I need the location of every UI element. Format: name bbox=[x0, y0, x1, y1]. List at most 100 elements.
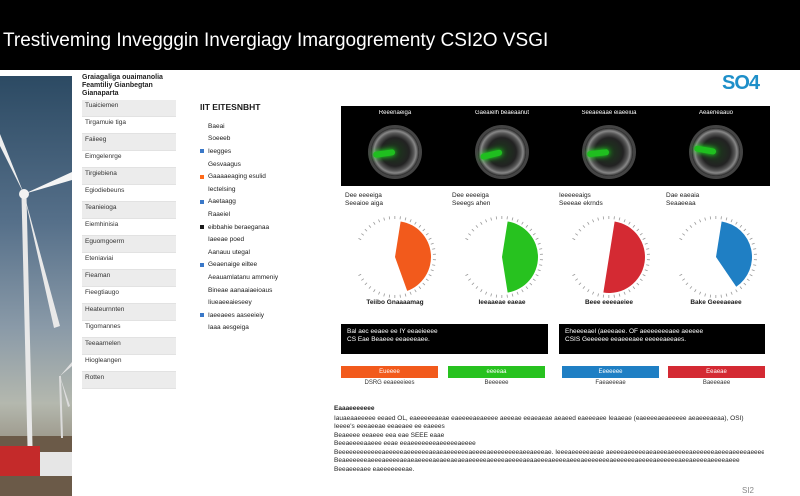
pie-tick bbox=[679, 273, 683, 276]
sidebar-item[interactable]: Fieaman bbox=[82, 270, 176, 287]
key-item: Aeauamlatanu ammeniy bbox=[200, 271, 320, 284]
pie-tick bbox=[746, 278, 750, 282]
info-bar-text: CSIS Geeeeee eeaeeeaee eeeeeaeeaes. bbox=[565, 336, 687, 343]
title-bar: Trestiveming Invegggin Invergiagy Imargo… bbox=[0, 0, 800, 70]
sidebar-item[interactable]: Eteniaviai bbox=[82, 253, 176, 270]
pie-tick bbox=[361, 233, 365, 236]
gauge-sub-line: Dee eeeeiga bbox=[345, 192, 382, 199]
pie-tick bbox=[753, 248, 757, 250]
sidebar-item[interactable]: Tuaiciemen bbox=[82, 100, 176, 117]
pie-tick bbox=[373, 221, 376, 225]
sidebar-item[interactable]: Eimgelenrge bbox=[82, 151, 176, 168]
pie-tick bbox=[490, 217, 492, 221]
wind-turbine-illustration bbox=[0, 134, 72, 496]
sidebar-item[interactable]: Fieegtiaugo bbox=[82, 287, 176, 304]
sidebar-item[interactable]: Eguomgoerrn bbox=[82, 236, 176, 253]
pie-chart bbox=[358, 215, 436, 298]
gauge-sub-line: Seeaioe aiga bbox=[345, 200, 383, 207]
notes-line: Beaeeeeeeaeeeaeeeeaeaeaeeeeaeaeeaeaeaeee… bbox=[334, 457, 740, 464]
key-item: Baeai bbox=[200, 120, 320, 133]
key-bullet-icon bbox=[200, 162, 204, 167]
pie-tick bbox=[485, 219, 488, 223]
pie-tick bbox=[471, 228, 475, 232]
info-bar-text: CS Eae Beaeee eeaeeeaee. bbox=[347, 336, 430, 343]
gauge-display: Reeenaeiga bbox=[341, 106, 449, 186]
pie-tick bbox=[465, 238, 469, 241]
pie-tick bbox=[749, 274, 753, 277]
key-item-label: Ieegges bbox=[208, 147, 232, 155]
sidebar-item[interactable]: Tirgamuie tiga bbox=[82, 117, 176, 134]
pie-tick bbox=[689, 286, 693, 289]
sidebar-item[interactable]: Tigomannes bbox=[82, 321, 176, 338]
gauge-caption: Teiibo Gnaaaamag bbox=[366, 299, 424, 306]
pie-slice bbox=[502, 221, 538, 293]
sidebar-item[interactable]: Faiieeg bbox=[82, 134, 176, 151]
pie-tick bbox=[704, 217, 706, 221]
key-item: Bineae aanaaiaeioaus bbox=[200, 284, 320, 297]
pie-tick bbox=[636, 228, 640, 232]
pie-tick bbox=[383, 217, 385, 221]
pie-tick bbox=[704, 293, 706, 297]
gauge-subtext: Dae eaeaia Seaaeeaa bbox=[662, 186, 770, 208]
gauge-display: Seeaeeaae eiaeeiua bbox=[555, 106, 663, 186]
pie-tick bbox=[623, 291, 626, 295]
notes-line: Beeaeeeeaaeee eeae eeaeeeeeeeaeeeeeaeeee bbox=[334, 440, 476, 447]
pie-tick bbox=[644, 269, 648, 272]
pie-tick bbox=[646, 264, 650, 266]
pie-tick bbox=[582, 286, 586, 289]
key-item-label: Aaetaagg bbox=[208, 198, 236, 206]
gauge-subtext: Ieeeeeaigs Seeeae ekrnds bbox=[555, 186, 663, 208]
pie-tick bbox=[636, 282, 640, 286]
gauge-panel: Aeaeneaauo Dae eaeaia Seaaeeaa Bake Geeeaea… bbox=[662, 106, 770, 306]
key-bullet-icon bbox=[200, 275, 204, 280]
pie-tick bbox=[694, 221, 697, 225]
key-bullet-icon bbox=[200, 174, 204, 179]
pie-chart bbox=[572, 215, 650, 298]
key-item: Iaeeaees aaseeieiy bbox=[200, 309, 320, 322]
sidebar-item[interactable]: Rotten bbox=[82, 372, 176, 389]
pie-tick bbox=[428, 274, 432, 277]
key-item: Ieegges bbox=[200, 145, 320, 158]
pie-tick bbox=[685, 282, 689, 286]
sidebar-heading-line: Graiagaliga ouaimanolia bbox=[82, 74, 163, 81]
gauge-panel: Reeenaeiga Dee eeeeiga Seeaioe aiga Teiibo … bbox=[341, 106, 449, 306]
pie-tick bbox=[521, 221, 524, 225]
sidebar-item[interactable]: Hiogleangen bbox=[82, 355, 176, 372]
pie-tick bbox=[685, 228, 689, 232]
pie-tick bbox=[751, 242, 755, 245]
pie-slice bbox=[395, 221, 431, 291]
sidebar-item[interactable]: Teanieioga bbox=[82, 202, 176, 219]
sidebar-item[interactable]: Tirgiebiena bbox=[82, 168, 176, 185]
pie-tick bbox=[468, 278, 472, 281]
key-item: eibbahie beraeganaa bbox=[200, 221, 320, 234]
pie-tick bbox=[682, 278, 686, 281]
info-bar-left: Bal aec eeaee ee IY eeaeieeee CS Eae Bea… bbox=[341, 324, 548, 354]
pie-tick bbox=[618, 217, 621, 221]
pie-tick bbox=[480, 289, 483, 293]
pie-tick bbox=[468, 233, 472, 236]
pie-slice bbox=[716, 221, 752, 287]
pie-tick bbox=[529, 282, 533, 286]
pie-tick bbox=[679, 238, 683, 241]
gauge-label: Gaeaielh beaeaanut bbox=[474, 110, 530, 116]
pie-tick bbox=[521, 289, 524, 293]
pie-tick bbox=[597, 293, 599, 297]
pie-tick bbox=[632, 224, 636, 228]
sidebar-item[interactable]: Heateurnnten bbox=[82, 304, 176, 321]
key-item: Gesvaagus bbox=[200, 158, 320, 171]
key-item-label: Iaeeae poed bbox=[208, 236, 245, 244]
key-item: Geaenaige eiltee bbox=[200, 259, 320, 272]
key-item-label: Baeai bbox=[208, 122, 225, 130]
key-item: Gaaaaeaging esulid bbox=[200, 170, 320, 183]
sidebar-item[interactable]: Teeaarnelen bbox=[82, 338, 176, 355]
key-item: Soeeeb bbox=[200, 133, 320, 146]
pie-tick bbox=[749, 237, 753, 240]
gauge-sub-line: Dee eeeeiga bbox=[452, 192, 489, 199]
sidebar-item[interactable]: Eiemhinisia bbox=[82, 219, 176, 236]
pie-chart bbox=[679, 215, 757, 298]
key-list-heading: IIT EITESNBHT bbox=[200, 102, 261, 112]
sidebar-item[interactable]: Egiodiebeuns bbox=[82, 185, 176, 202]
pie-tick bbox=[532, 278, 536, 282]
gauge-caption: Beee eeeeaeiee bbox=[584, 299, 634, 306]
page-number: SI2 bbox=[742, 486, 755, 495]
